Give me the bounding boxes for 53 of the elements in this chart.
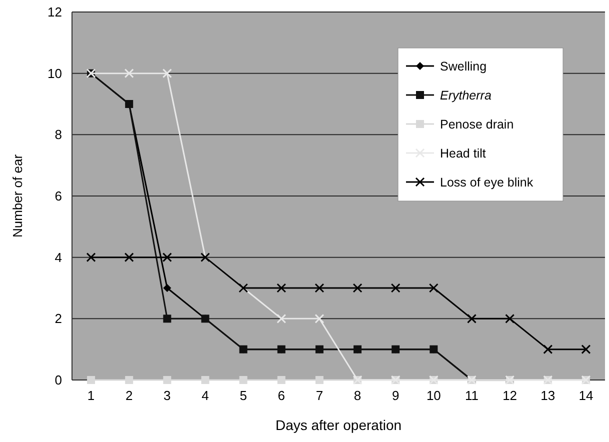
legend-label: Loss of eye blink	[440, 175, 534, 190]
legend-label: Swelling	[440, 59, 487, 74]
point	[162, 252, 172, 262]
x-tick-label: 11	[465, 388, 478, 403]
point	[163, 314, 172, 323]
point	[239, 376, 248, 384]
x-tick-label: 6	[278, 388, 286, 403]
point	[505, 314, 515, 324]
point	[276, 314, 286, 324]
point	[428, 283, 438, 293]
point	[314, 314, 324, 324]
x-tick-label: 7	[316, 388, 324, 403]
legend-label: Head tilt	[440, 146, 486, 160]
x-tick-label: 12	[502, 388, 518, 403]
x-tick-label: 13	[540, 388, 556, 403]
point	[86, 252, 96, 262]
y-tick-label: 0	[54, 372, 62, 388]
x-tick-label: 9	[392, 388, 400, 403]
y-tick-label: 12	[48, 4, 62, 20]
x-tick-label: 10	[426, 388, 441, 403]
x-tick-label: 2	[125, 388, 133, 403]
x-tick-label: 3	[164, 388, 171, 403]
point	[581, 344, 591, 354]
point	[314, 283, 324, 293]
point	[276, 283, 286, 293]
x-axis-title: Days after operation	[275, 417, 402, 433]
y-tick-label: 8	[54, 127, 62, 142]
point	[467, 314, 476, 324]
legend-label: Penose drain	[440, 117, 514, 132]
point	[124, 252, 134, 262]
y-axis-title: Number of ear	[10, 154, 25, 238]
y-tick-label: 10	[48, 66, 62, 81]
x-tick-label: 14	[578, 388, 594, 403]
point	[125, 376, 134, 384]
x-tick-label: 4	[202, 388, 209, 403]
point	[162, 68, 172, 78]
point	[124, 68, 134, 78]
y-tick-label: 2	[54, 311, 62, 326]
point	[201, 376, 210, 384]
y-tick-label: 4	[54, 250, 62, 265]
x-tick-label: 1	[87, 388, 95, 403]
point	[352, 283, 362, 293]
point	[163, 376, 172, 384]
point	[543, 344, 553, 354]
x-tick-label: 8	[354, 388, 362, 403]
legend-label: Erytherra	[440, 88, 492, 102]
point	[315, 376, 324, 384]
point	[390, 283, 400, 293]
point	[87, 376, 96, 384]
point	[163, 284, 172, 292]
y-tick-label: 6	[54, 188, 62, 204]
point	[277, 376, 286, 384]
x-tick-label: 5	[240, 388, 247, 403]
